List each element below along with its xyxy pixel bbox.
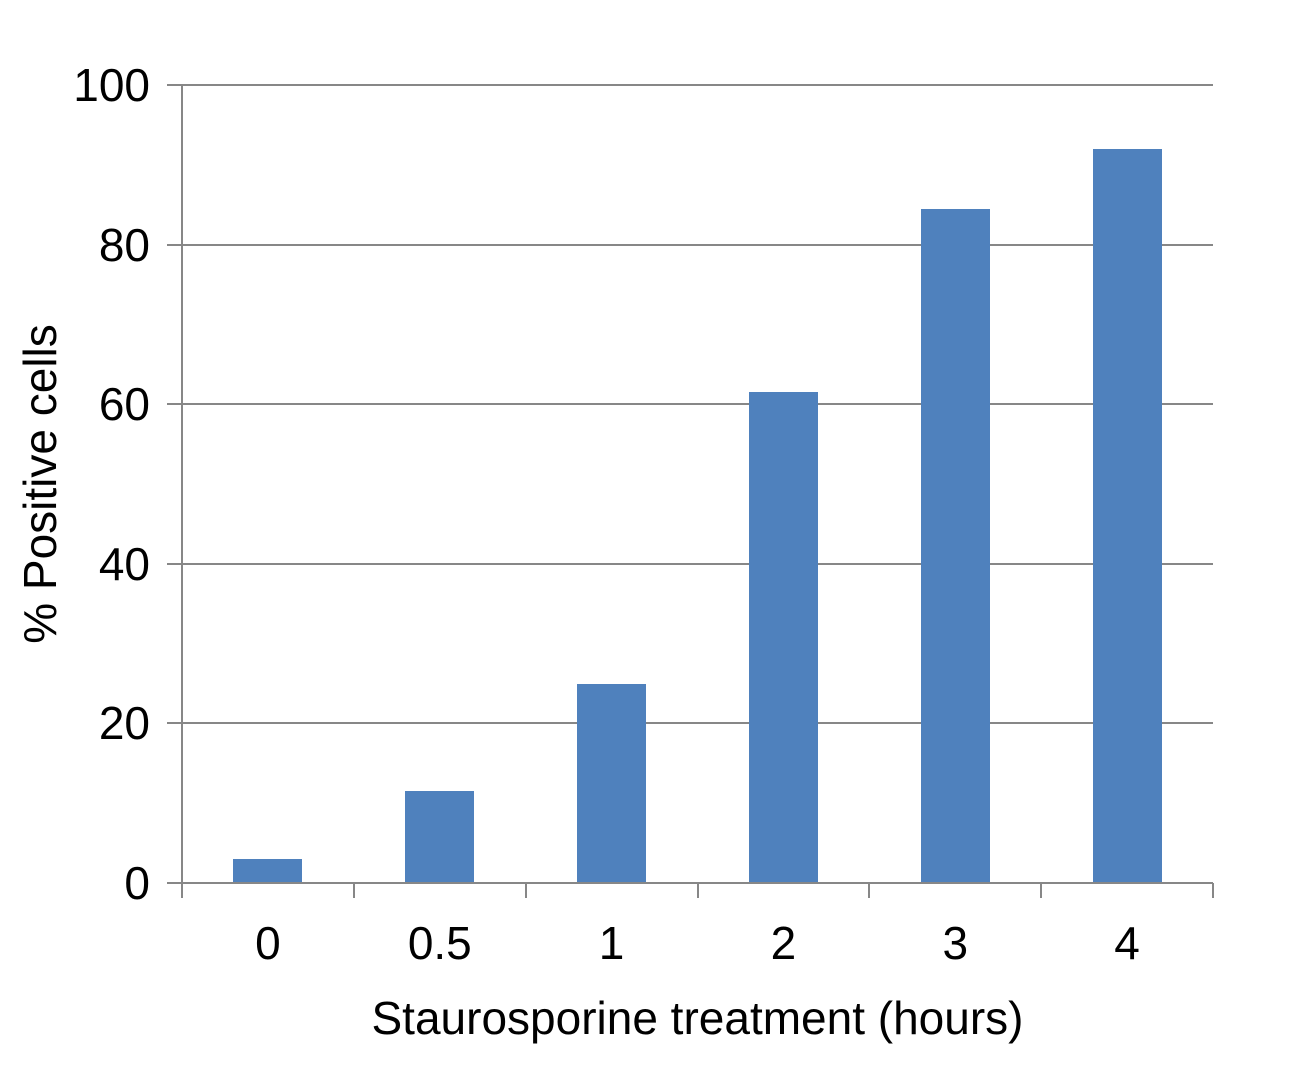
y-tick — [167, 722, 182, 725]
gridline — [182, 403, 1213, 406]
y-tick — [167, 243, 182, 246]
bar — [920, 208, 990, 883]
x-tick-label: 4 — [1114, 917, 1140, 969]
y-axis-line — [181, 85, 183, 898]
x-axis-line — [167, 882, 1213, 884]
x-tick — [181, 883, 183, 898]
x-tick — [352, 883, 355, 898]
x-tick-label: 3 — [942, 917, 969, 969]
x-tick — [1040, 883, 1043, 898]
x-tick — [696, 883, 699, 898]
y-tick-label: 100 — [73, 59, 150, 111]
y-tick — [167, 84, 182, 86]
plot-area — [182, 84, 1213, 883]
x-tick-label: 1 — [598, 917, 625, 969]
x-tick-label: 2 — [770, 917, 797, 969]
x-tick-label: 0 — [255, 917, 281, 969]
y-tick — [167, 562, 182, 565]
y-tick-label: 40 — [98, 537, 150, 590]
bar — [577, 683, 647, 883]
bar — [748, 392, 818, 883]
x-tick — [1212, 883, 1214, 898]
bar — [1092, 148, 1162, 883]
x-axis-title: Staurosporine treatment (hours) — [371, 992, 1024, 1044]
gridline — [182, 84, 1213, 86]
bar — [405, 791, 475, 883]
y-tick-label: 60 — [98, 378, 150, 431]
x-tick — [868, 883, 871, 898]
x-tick-label: 0.5 — [407, 917, 472, 969]
x-tick — [524, 883, 527, 898]
y-tick-label: 0 — [124, 857, 150, 909]
y-tick — [167, 403, 182, 406]
gridline — [182, 243, 1213, 246]
gridline — [182, 722, 1213, 725]
bar — [233, 859, 303, 883]
y-tick-label: 20 — [98, 697, 150, 750]
y-tick-label: 80 — [98, 218, 150, 271]
gridline — [182, 562, 1213, 565]
